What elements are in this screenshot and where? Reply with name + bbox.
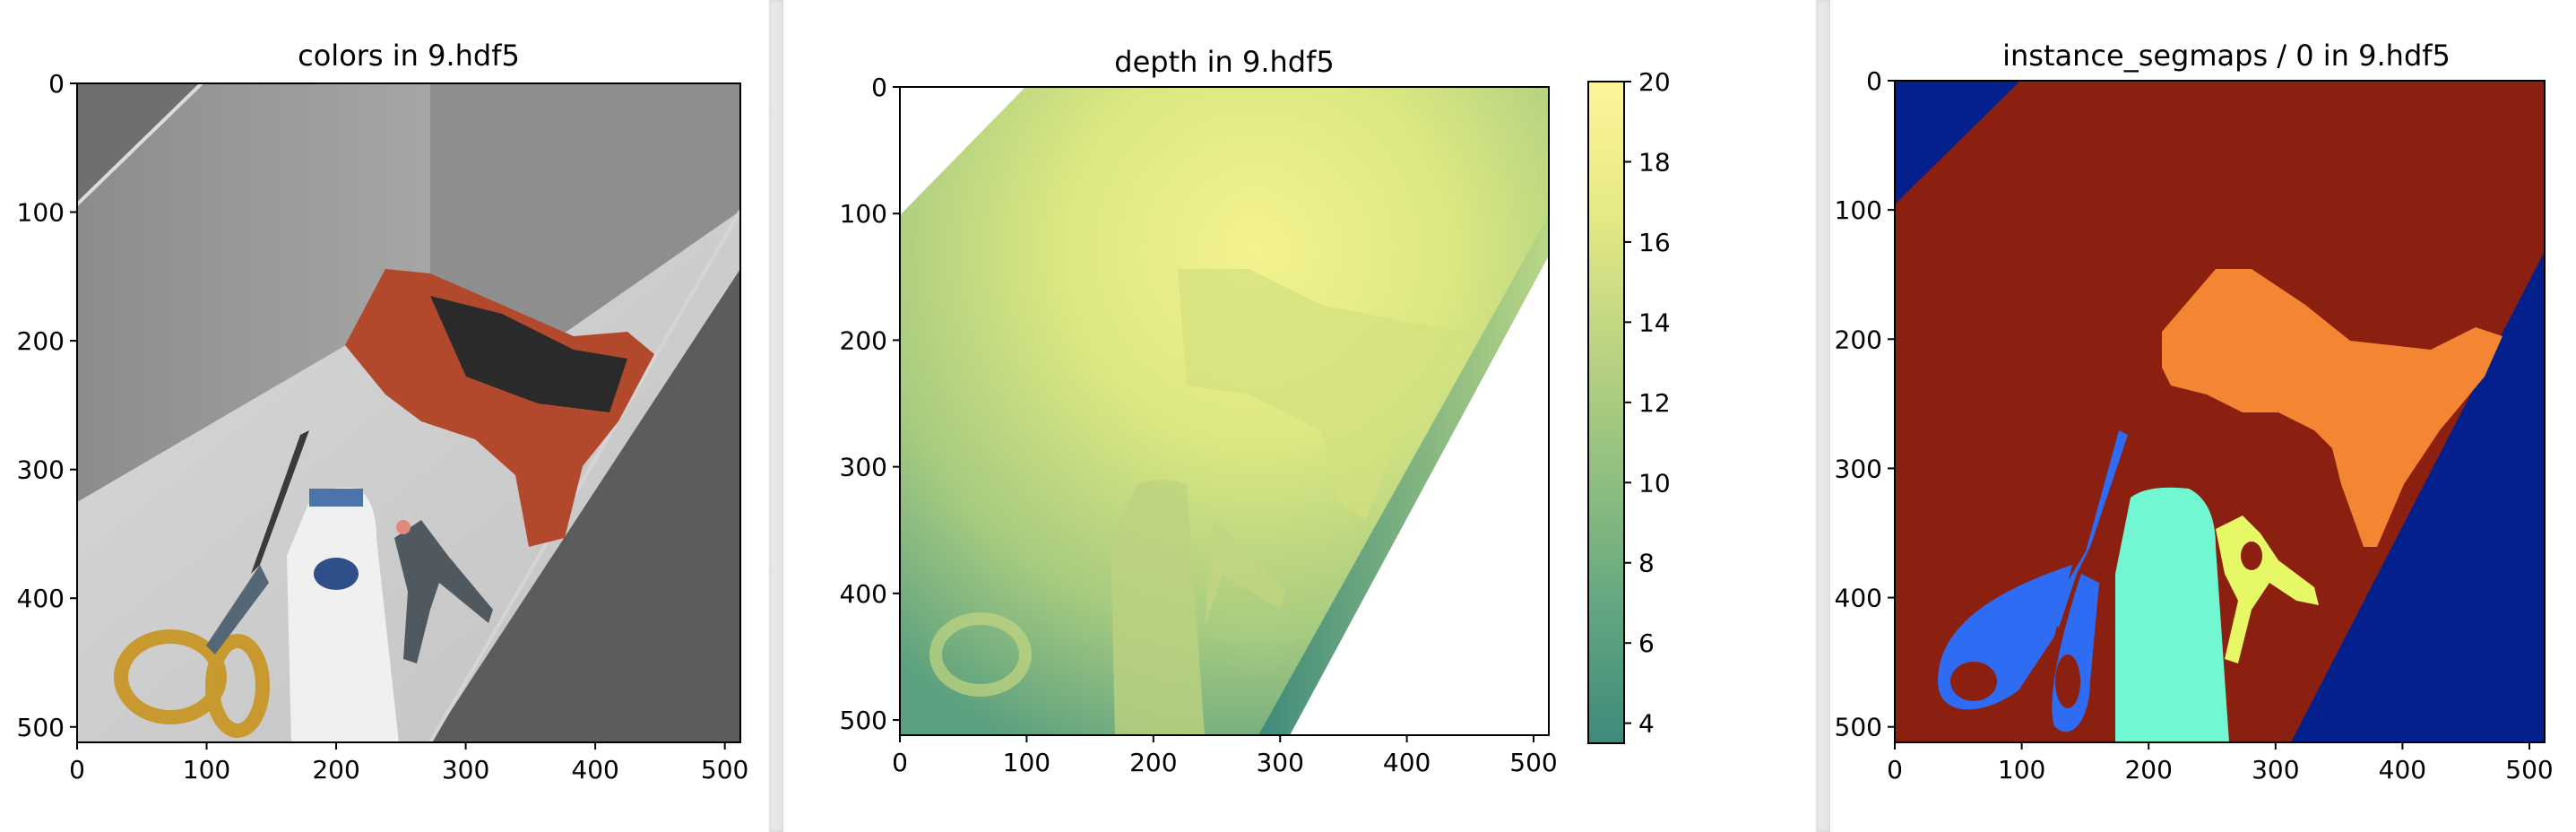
colorbar-tick-label: 18 xyxy=(1638,147,1671,177)
colorbar-tick-label: 4 xyxy=(1638,709,1655,739)
clamp-object xyxy=(394,520,493,663)
x-tick-label: 100 xyxy=(183,755,230,784)
x-tick-label: 400 xyxy=(571,755,618,784)
x-tick-label: 0 xyxy=(69,755,85,784)
x-tick-label: 200 xyxy=(1129,748,1177,777)
x-tick-label: 500 xyxy=(701,755,748,784)
colors-figure: colors in 9.hdf5 xyxy=(0,0,769,832)
x-tick-label: 0 xyxy=(892,748,908,777)
y-tick-label: 500 xyxy=(840,706,887,735)
segmap-image xyxy=(1895,81,2545,742)
colors-svg: colors in 9.hdf5 xyxy=(17,39,749,784)
x-tick-label: 0 xyxy=(1887,755,1903,784)
bottle-object xyxy=(287,488,399,742)
colorbar-tick-label: 8 xyxy=(1638,549,1655,578)
y-tick-label: 0 xyxy=(48,69,65,99)
x-tick-label: 200 xyxy=(312,755,359,784)
drill-object xyxy=(345,269,654,547)
y-tick-label: 200 xyxy=(840,325,887,355)
x-tick-label: 500 xyxy=(1509,748,1557,777)
y-tick-label: 500 xyxy=(17,713,65,742)
y-tick-label: 0 xyxy=(1866,66,1882,96)
y-tick-label: 300 xyxy=(1835,454,1882,483)
y-tick-label: 100 xyxy=(840,199,887,229)
x-tick-label: 200 xyxy=(2124,755,2172,784)
y-tick-label: 400 xyxy=(17,584,65,613)
x-tick-label: 300 xyxy=(442,755,489,784)
panel-title: depth in 9.hdf5 xyxy=(1114,45,1334,79)
panel-gap xyxy=(1816,0,1830,832)
y-tick-label: 100 xyxy=(17,198,65,228)
segmap-figure: instance_segmaps / 0 in 9.hdf5 0 100 200 30… xyxy=(1830,0,2576,832)
colorbar-tick-label: 20 xyxy=(1638,67,1671,97)
y-tick-label: 200 xyxy=(1835,325,1882,354)
segmap-svg: instance_segmaps / 0 in 9.hdf5 0 100 200 30… xyxy=(1835,39,2554,784)
depth-image xyxy=(900,87,1549,735)
x-tick-label: 100 xyxy=(1003,748,1050,777)
rendered-image xyxy=(77,83,740,742)
x-tick-label: 400 xyxy=(2379,755,2426,784)
x-tick-label: 300 xyxy=(2252,755,2299,784)
colorbar-tick-label: 10 xyxy=(1638,468,1671,498)
y-tick-label: 400 xyxy=(1835,584,1882,613)
x-tick-label: 400 xyxy=(1383,748,1431,777)
colorbar: 4 6 8 10 12 14 16 18 20 xyxy=(1587,67,1671,744)
x-tick-label: 100 xyxy=(1998,755,2045,784)
y-tick-label: 300 xyxy=(840,453,887,482)
depth-svg: depth in 9.hdf5 0 100 200 300 400 50001002003… xyxy=(840,45,1671,777)
colorbar-tick-label: 16 xyxy=(1638,228,1671,257)
colorbar-tick-label: 12 xyxy=(1638,388,1671,418)
scissors-object xyxy=(114,430,309,738)
y-tick-label: 200 xyxy=(17,326,65,356)
colorbar-tick-label: 14 xyxy=(1638,308,1671,337)
colorbar-gradient xyxy=(1587,81,1625,744)
y-tick-label: 300 xyxy=(17,455,65,485)
y-tick-label: 500 xyxy=(1835,713,1882,742)
depth-figure: depth in 9.hdf5 0 100 200 300 400 500 0 100 200 3… xyxy=(783,0,1816,832)
x-tick-label: 300 xyxy=(1256,748,1303,777)
panel-title: instance_segmaps / 0 in 9.hdf5 xyxy=(2002,39,2451,73)
panel-title: colors in 9.hdf5 xyxy=(298,39,520,73)
x-tick-label: 500 xyxy=(2505,755,2553,784)
y-tick-label: 400 xyxy=(840,579,887,609)
y-tick-label: 0 xyxy=(871,73,887,102)
colorbar-tick-label: 6 xyxy=(1638,628,1655,658)
panel-gap xyxy=(769,0,783,832)
y-tick-label: 100 xyxy=(1835,195,1882,225)
